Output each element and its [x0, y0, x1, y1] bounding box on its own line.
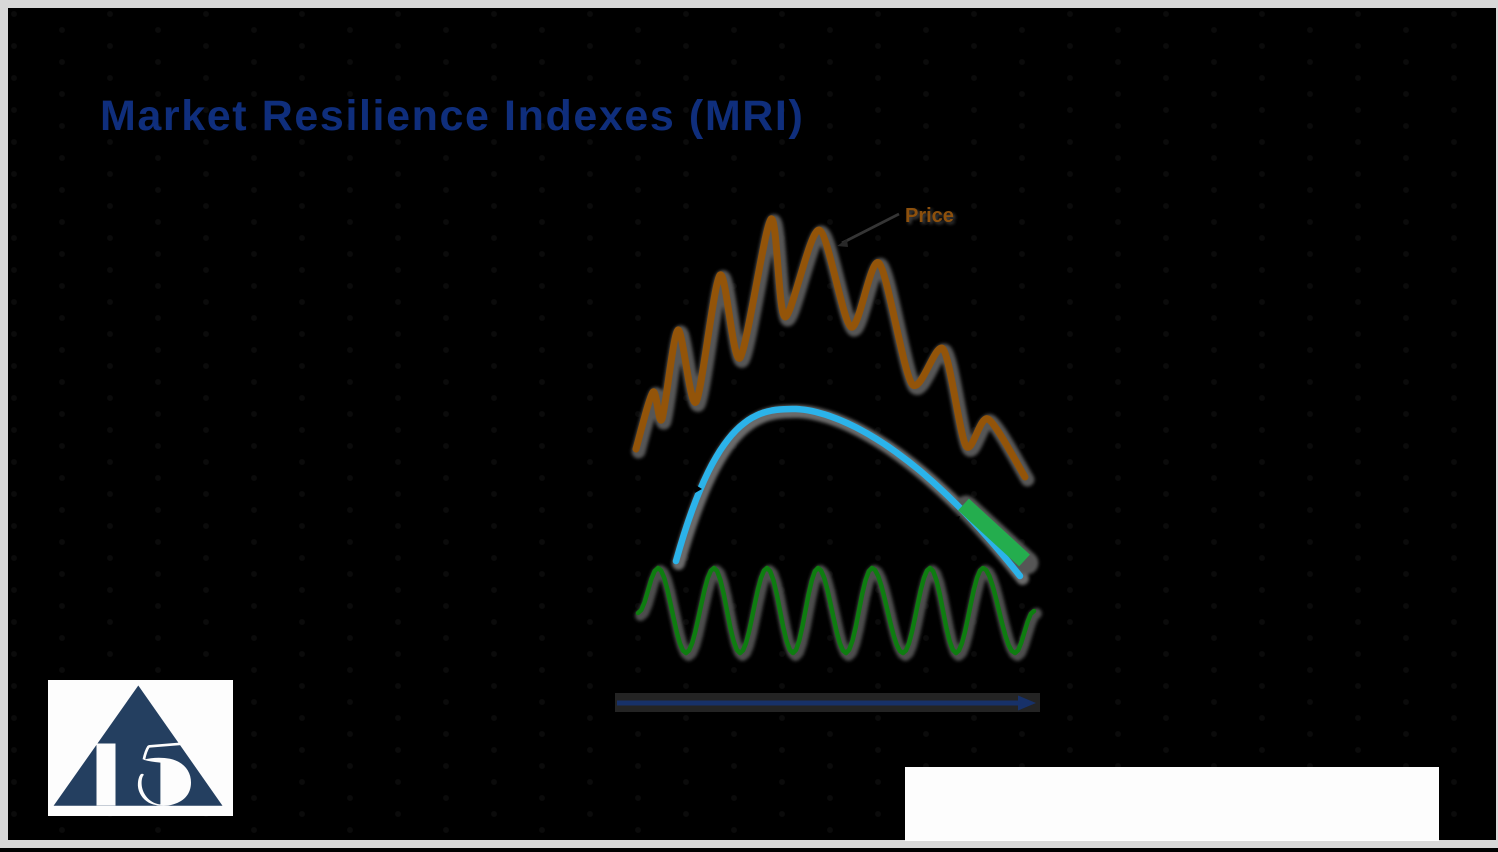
- svg-text:Price: Price: [907, 207, 956, 229]
- svg-text:Price: Price: [905, 205, 954, 227]
